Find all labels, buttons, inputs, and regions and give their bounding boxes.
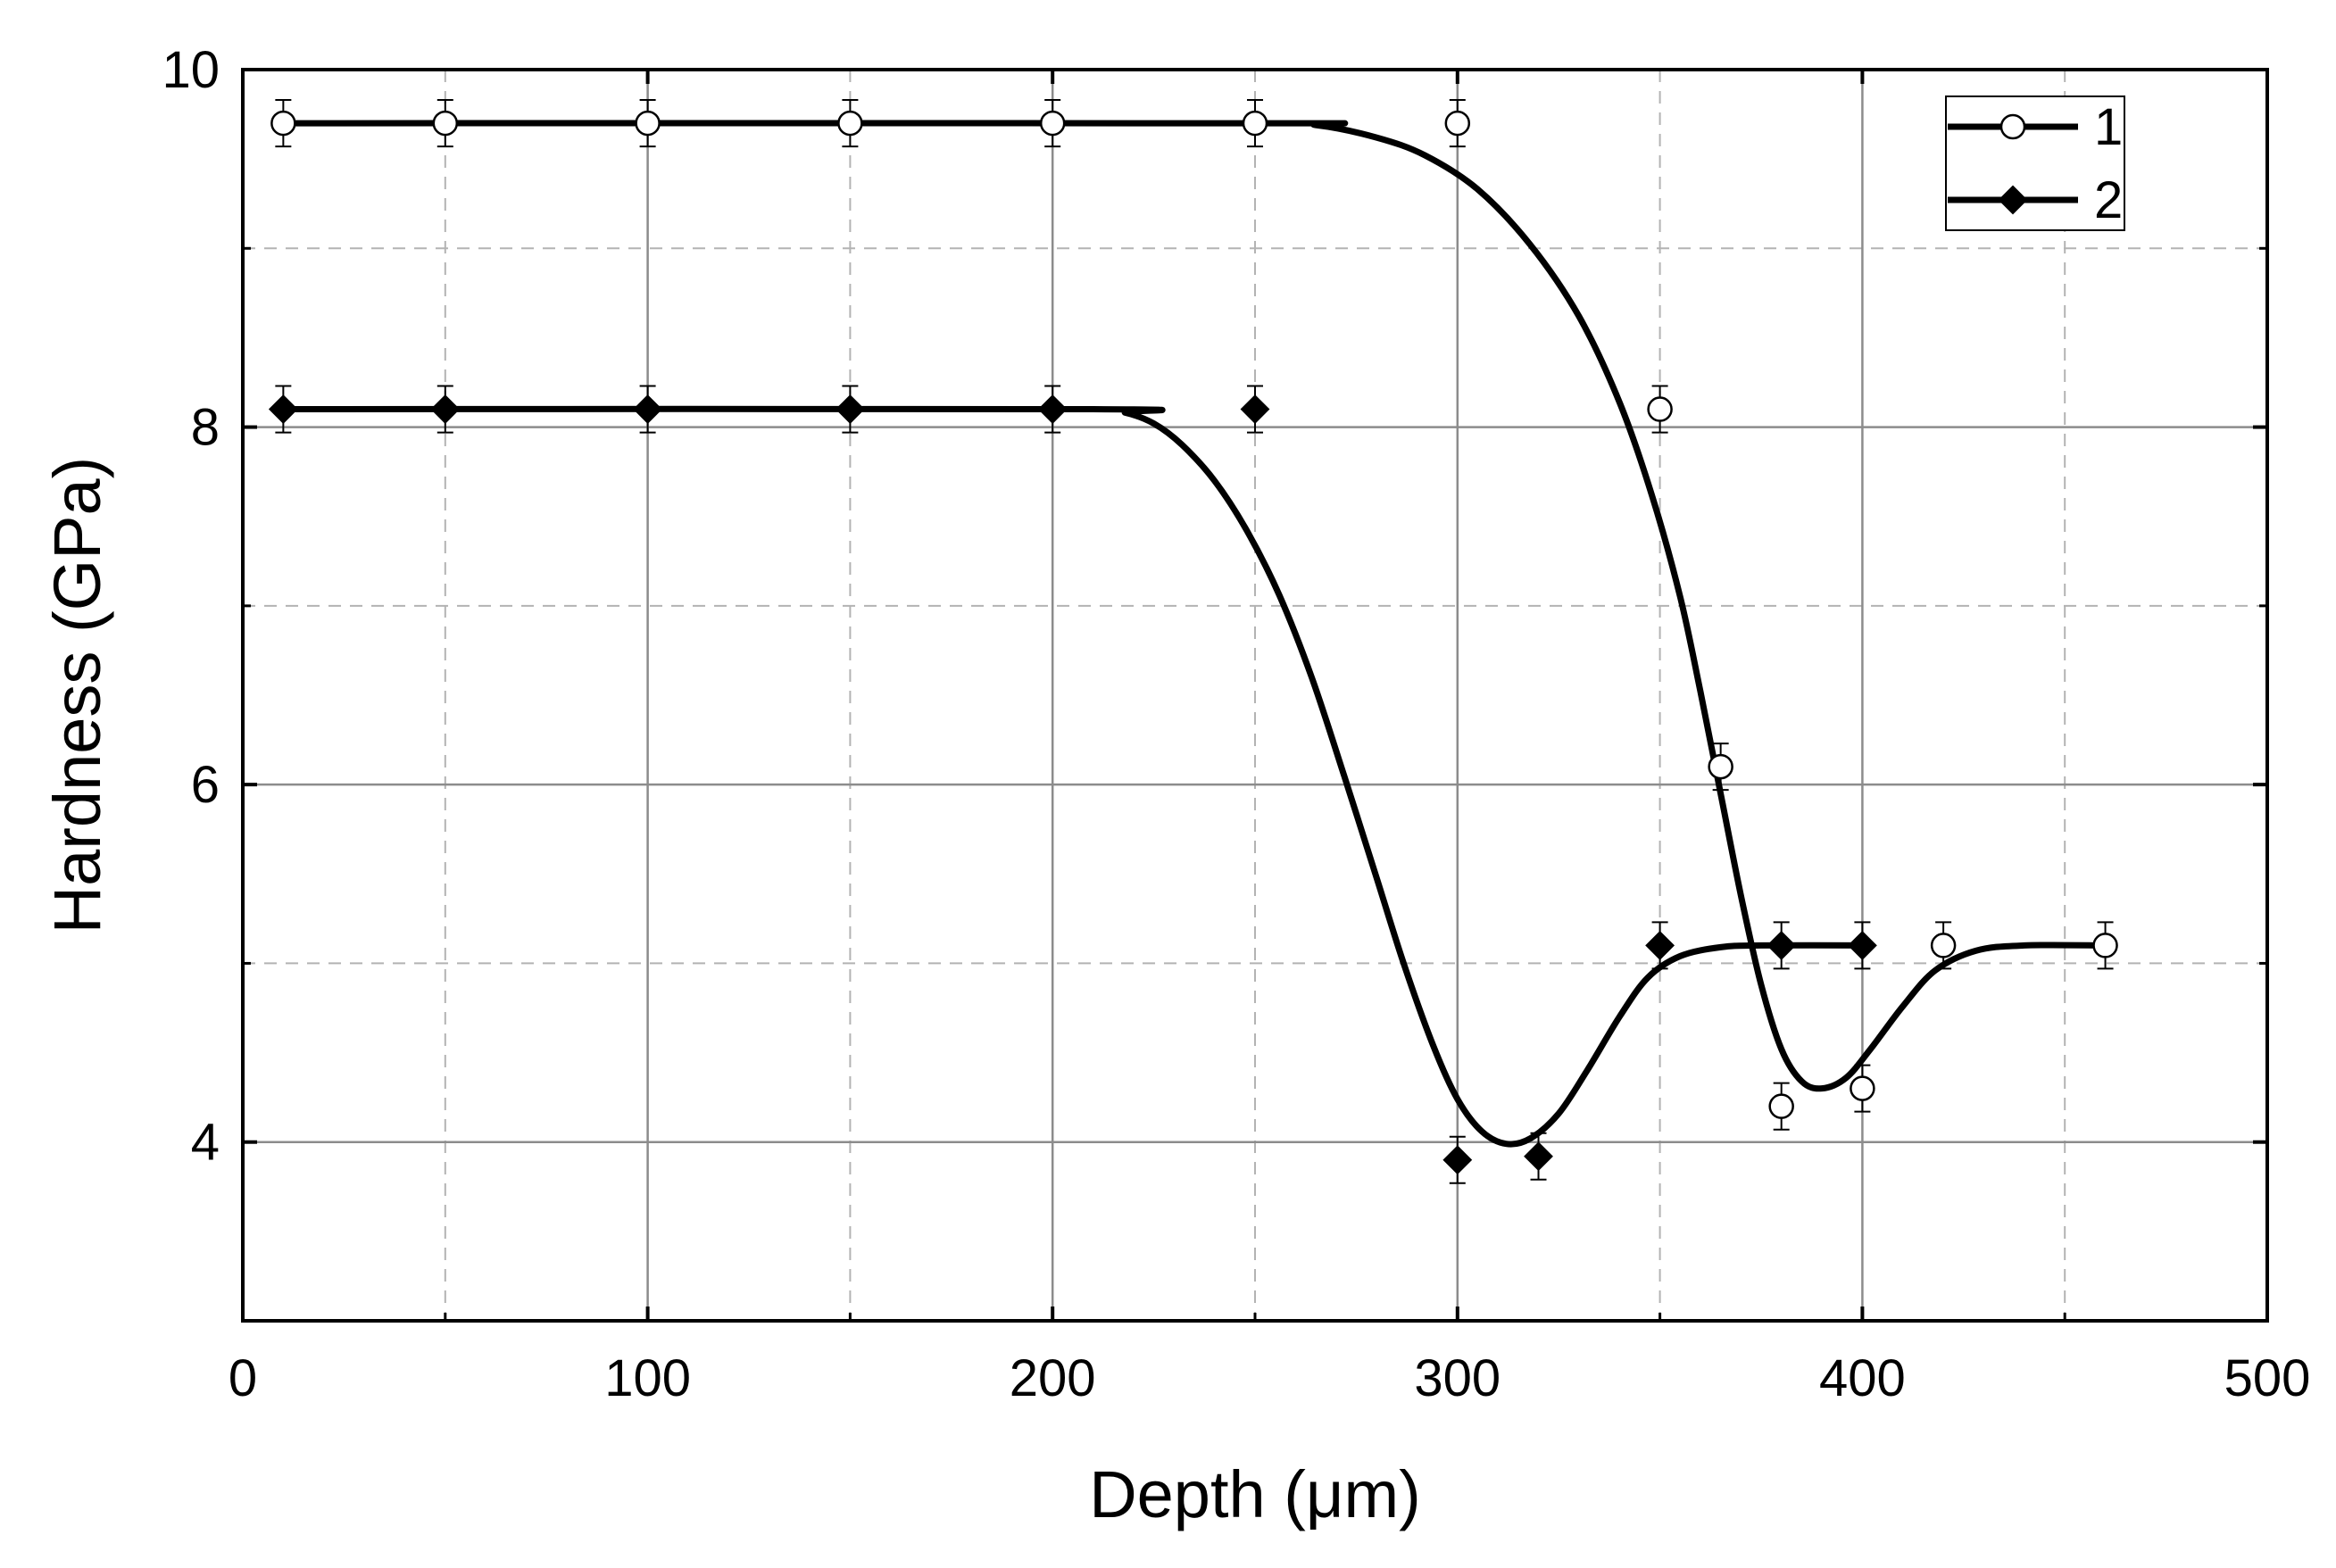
series-1-data-point	[1242, 110, 1268, 137]
series-2-data-point	[430, 394, 461, 424]
x-tick-label: 100	[604, 1349, 691, 1407]
x-axis-title: Depth (μm)	[1089, 1457, 1421, 1531]
y-tick-label: 4	[191, 1114, 220, 1172]
data-markers	[268, 110, 2118, 1175]
series-2-data-point	[1037, 394, 1068, 424]
legend-item-1: 1	[1948, 98, 2123, 156]
series-1-data-point	[635, 110, 661, 137]
x-tick-label: 200	[1010, 1349, 1096, 1407]
series-1-fit-curve	[279, 120, 2109, 1092]
series-2-data-point	[1524, 1141, 1553, 1172]
series-1-data-point	[1768, 1093, 1794, 1119]
series-1-data-point	[1039, 110, 1066, 137]
series-1-data-point	[270, 110, 296, 137]
y-tick-label: 10	[162, 41, 220, 99]
series-1-data-point	[432, 110, 459, 137]
series-1-data-point	[1444, 110, 1471, 137]
series-2-data-point	[1645, 930, 1675, 960]
axis-ticks: 0 100 200 300 400 500 4 6 8 10	[162, 41, 2310, 1407]
x-tick-label: 400	[1819, 1349, 1906, 1407]
series-2-data-point	[1847, 930, 1877, 960]
x-tick-label: 500	[2224, 1349, 2311, 1407]
series-1-data-point	[2092, 933, 2118, 958]
y-tick-label: 6	[191, 756, 220, 814]
y-tick-label: 8	[191, 399, 220, 457]
legend-box	[1945, 95, 2125, 231]
y-axis-title: Hardness (GPa)	[40, 457, 114, 934]
fit-curves	[279, 120, 2109, 1148]
x-tick-label: 300	[1414, 1349, 1501, 1407]
legend-item-2: 2	[1948, 171, 2123, 229]
series-2-data-point	[1767, 930, 1797, 960]
series-1-data-point	[1647, 396, 1673, 422]
series-2-data-point	[633, 394, 663, 424]
series-1-data-point	[1930, 933, 1957, 958]
x-tick-label: 0	[229, 1349, 257, 1407]
series-2-data-point	[1240, 394, 1270, 424]
legend-marker	[1999, 113, 2026, 140]
legend-marker	[1998, 185, 2028, 215]
series-1-data-point	[1850, 1075, 1875, 1101]
legend: 12	[1945, 95, 2125, 231]
series-1-data-point	[1708, 753, 1733, 780]
series-1-data-point	[837, 110, 863, 137]
series-2-data-point	[835, 394, 865, 424]
series-2-data-point	[1442, 1145, 1473, 1175]
legend-label: 1	[2094, 98, 2123, 156]
legend-label: 2	[2094, 171, 2123, 229]
series-2-fit-curve	[279, 405, 1866, 1148]
series-2-data-point	[268, 394, 298, 424]
